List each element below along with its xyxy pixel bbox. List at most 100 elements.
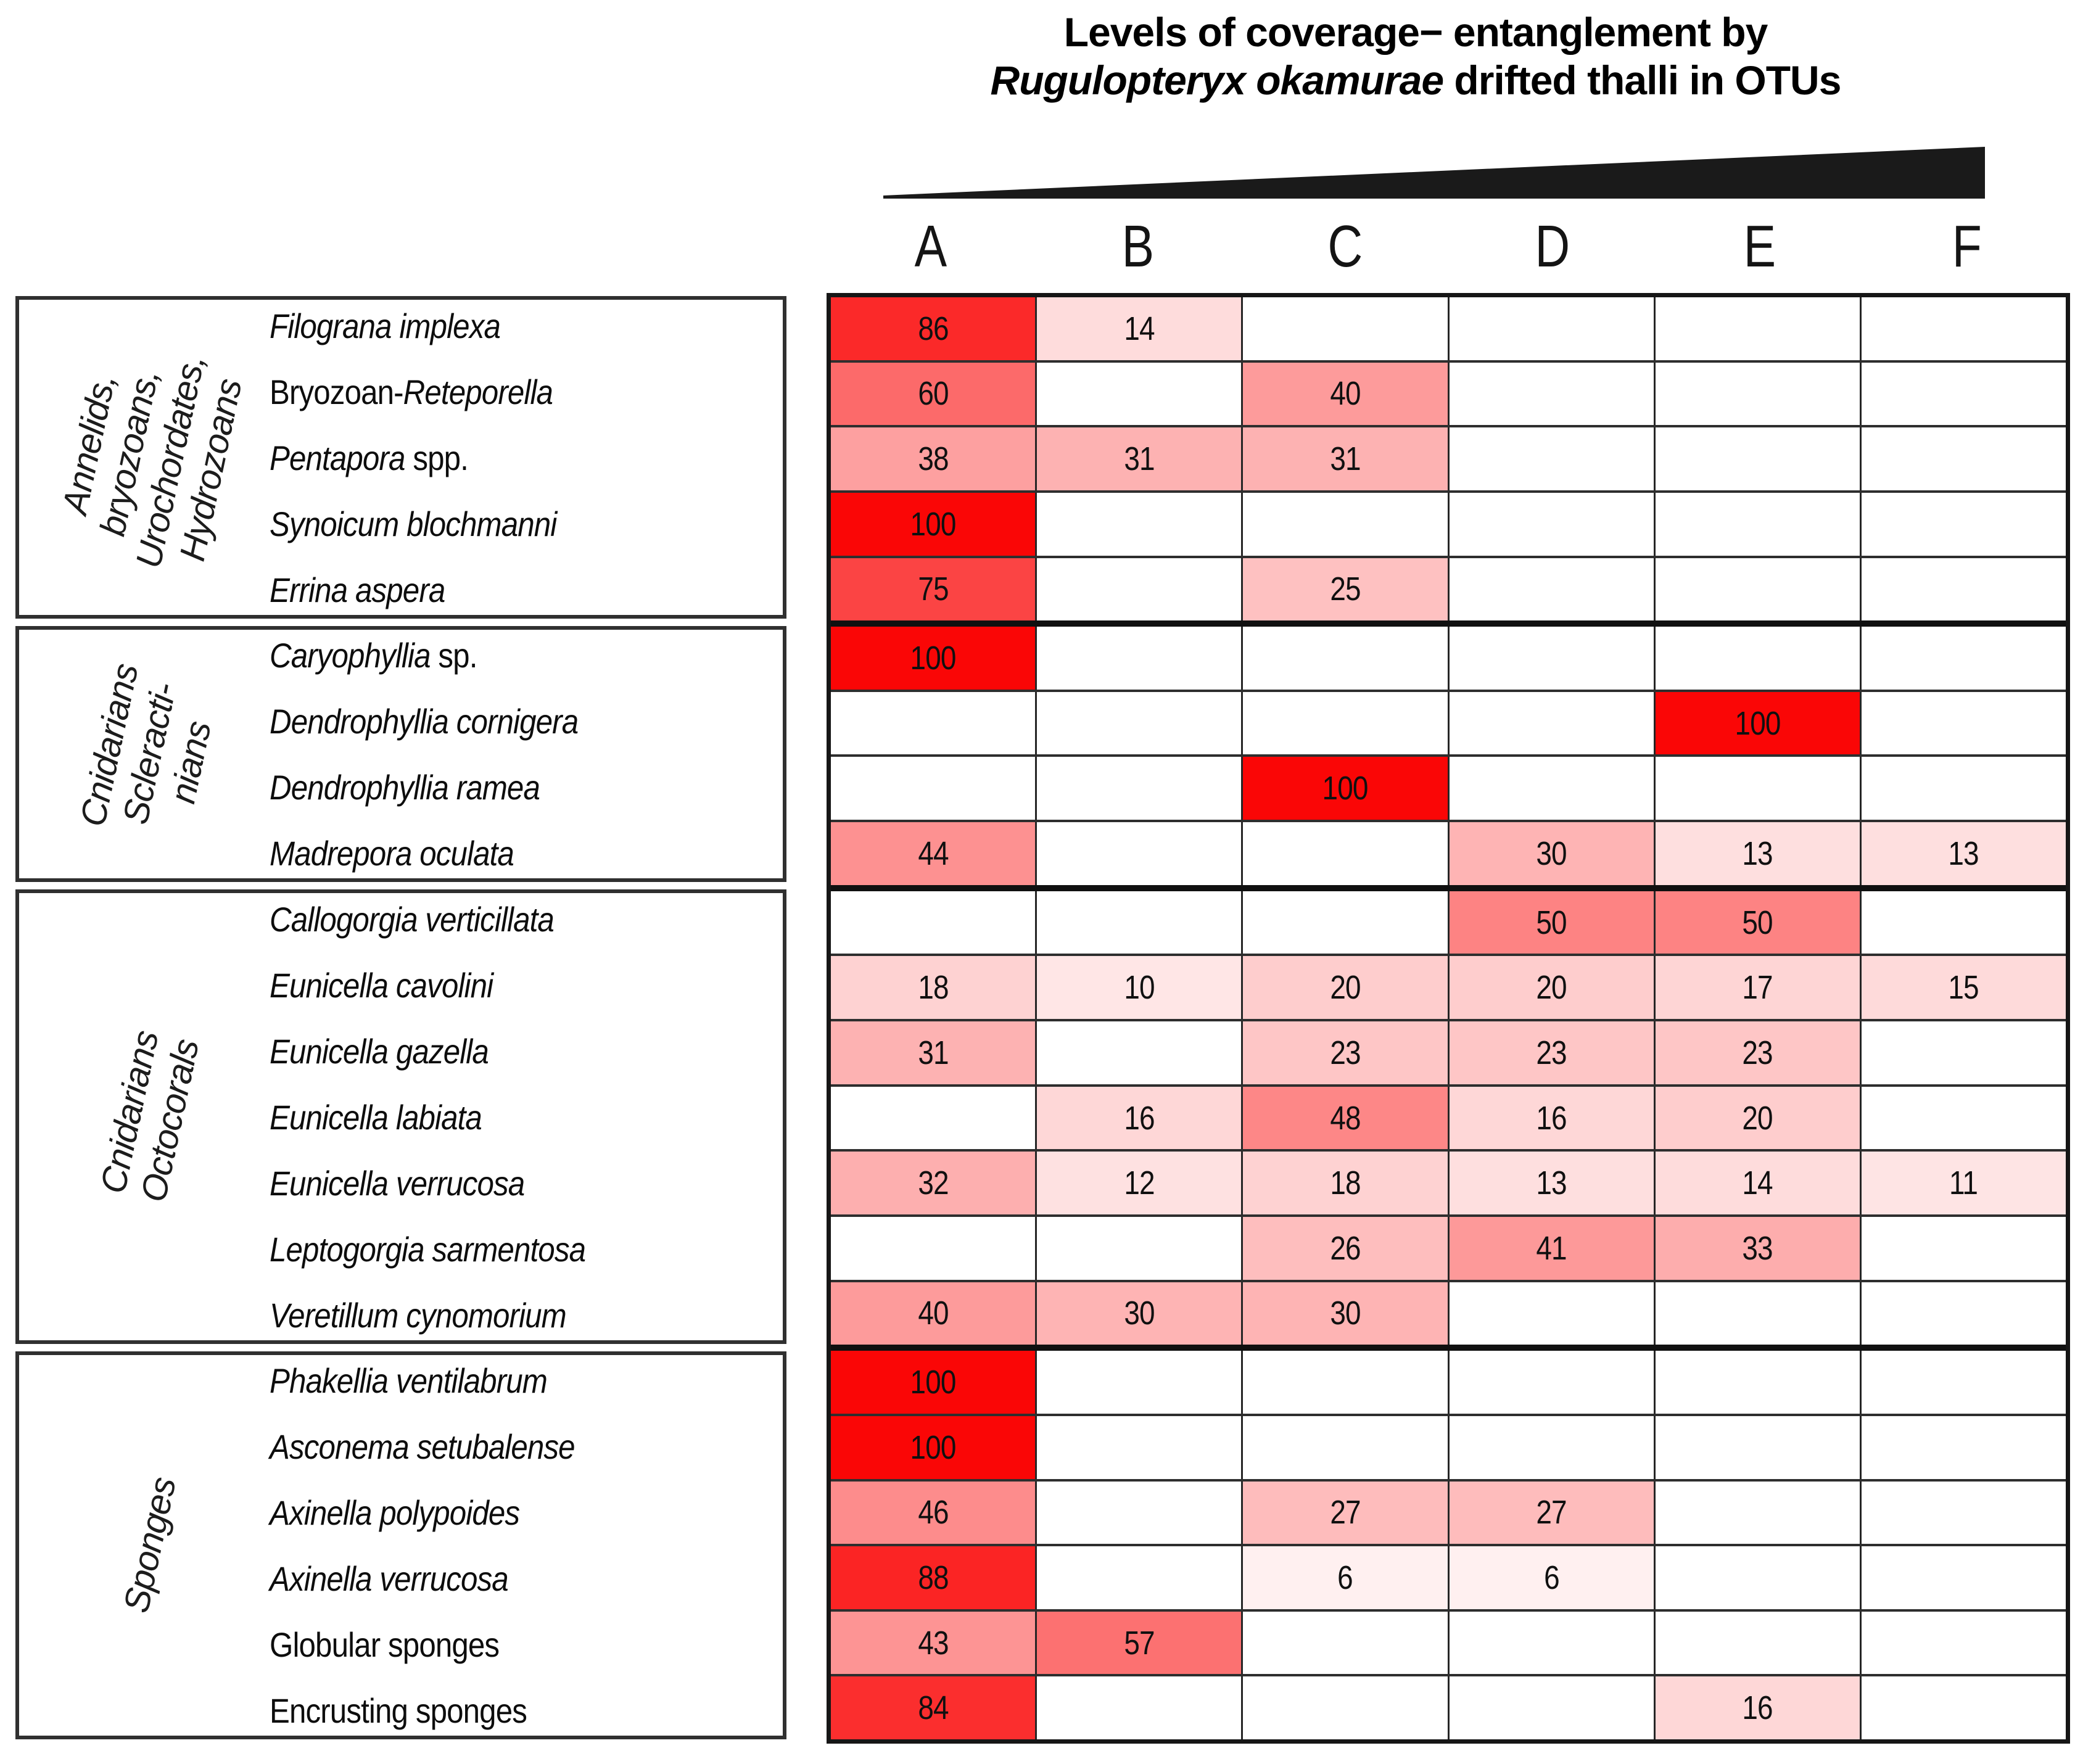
- row-label: Dendrophyllia ramea: [270, 754, 782, 820]
- heatmap-row: 32 12 18 13 14 11: [831, 1152, 2066, 1217]
- heatmap-cell-A: 43: [831, 1611, 1038, 1675]
- column-header-row: A B C D E F: [827, 212, 2070, 281]
- heatmap-cell-C: [1243, 1351, 1450, 1414]
- heatmap-cell-A: [831, 891, 1038, 954]
- heatmap-cell-D: [1450, 691, 1656, 755]
- column-header-C: C: [1327, 213, 1363, 279]
- row-label-segment: sp.: [430, 636, 477, 675]
- cell-value: 31: [1330, 440, 1361, 478]
- heatmap-cell-E: [1656, 1416, 1862, 1479]
- row-label: Globular sponges: [270, 1612, 782, 1678]
- row-label: Eunicella labiata: [270, 1084, 782, 1150]
- cell-value: 14: [1124, 310, 1155, 347]
- row-label: Bryozoan-Reteporella: [270, 359, 782, 425]
- cell-value: 57: [1124, 1624, 1155, 1662]
- heatmap-row: 31 23 23 23: [831, 1021, 2066, 1087]
- heatmap-cell-E: [1656, 558, 1862, 621]
- heatmap-cell-A: 32: [831, 1152, 1038, 1214]
- row-label: Phakellia ventilabrum: [270, 1348, 782, 1414]
- gradient-triangle-icon: [883, 147, 1985, 199]
- heatmap-cell-A: 100: [831, 627, 1038, 690]
- heatmap-cell-D: [1450, 427, 1656, 490]
- heatmap-cell-D: 23: [1449, 1021, 1656, 1084]
- heatmap-cell-B: [1037, 1546, 1244, 1609]
- heatmap-cell-A: 44: [831, 822, 1038, 885]
- cell-value: 40: [917, 1295, 949, 1332]
- row-label-text: Eunicella labiata: [270, 1097, 482, 1137]
- heatmap-cell-D: [1450, 1611, 1656, 1675]
- row-label-text: Encrusting sponges: [270, 1691, 527, 1731]
- heatmap-cell-F: [1862, 363, 2066, 426]
- row-label: Veretillum cynomorium: [270, 1282, 782, 1348]
- heatmap-cell-E: [1656, 1282, 1862, 1345]
- cell-value: 40: [1330, 375, 1361, 413]
- heatmap-row: 100: [831, 757, 2066, 823]
- group-label: Cnidarians Scleracti-nians: [72, 661, 228, 847]
- heatmap-cell-C: 20: [1243, 956, 1450, 1020]
- row-label: Encrusting sponges: [270, 1678, 782, 1744]
- heatmap-cell-C: [1243, 492, 1450, 556]
- heatmap-cell-C: 27: [1243, 1481, 1450, 1544]
- heatmap-cell-D: 20: [1449, 956, 1656, 1020]
- heatmap-cell-F: 15: [1861, 956, 2066, 1020]
- heatmap-cell-E: [1656, 1546, 1862, 1609]
- row-label-text: Dendrophyllia ramea: [270, 767, 540, 807]
- cell-value: 11: [1949, 1164, 1978, 1202]
- cell-value: 30: [1124, 1295, 1155, 1332]
- heatmap-cell-E: 33: [1655, 1216, 1862, 1280]
- row-label-text: Dendrophyllia cornigera: [270, 701, 579, 741]
- cell-value: 88: [917, 1559, 949, 1596]
- cell-value: 75: [917, 571, 949, 608]
- column-header-D: D: [1535, 213, 1570, 279]
- cell-value: 27: [1536, 1494, 1567, 1531]
- row-label: Errina aspera: [270, 557, 782, 623]
- cell-value: 6: [1337, 1559, 1354, 1596]
- heatmap-cell-F: [1862, 493, 2066, 556]
- heatmap-cell-C: 31: [1243, 427, 1450, 490]
- heatmap-cell-E: 17: [1655, 956, 1862, 1020]
- heatmap-cell-A: 100: [831, 1351, 1038, 1414]
- cell-value: 10: [1124, 969, 1155, 1007]
- cell-value: 46: [917, 1494, 949, 1531]
- cell-value: 43: [917, 1624, 949, 1662]
- heatmap-cell-E: [1656, 757, 1862, 820]
- row-label-text: Axinella verrucosa: [270, 1559, 509, 1599]
- cell-value: 100: [1322, 770, 1369, 807]
- row-label-text: Errina aspera: [270, 570, 445, 610]
- cell-value: 100: [1735, 704, 1781, 742]
- cell-value: 100: [910, 1428, 957, 1466]
- heatmap-cell-B: [1037, 362, 1244, 426]
- group-box-3: Sponges: [15, 1351, 786, 1739]
- heatmap-row: 75 25: [831, 558, 2066, 627]
- heatmap-cell-C: 100: [1243, 757, 1450, 820]
- heatmap-row: 26 41 33: [831, 1216, 2066, 1282]
- cell-value: 41: [1536, 1229, 1567, 1267]
- cell-value: 23: [1536, 1034, 1567, 1071]
- heatmap-cell-D: 41: [1449, 1216, 1656, 1280]
- heatmap-cell-C: [1243, 627, 1450, 690]
- row-label: Callogorgia verticillata: [270, 886, 782, 952]
- row-label-segment: Eunicella verrucosa: [270, 1163, 525, 1203]
- heatmap-cell-C: 48: [1243, 1086, 1450, 1150]
- cell-value: 20: [1742, 1099, 1773, 1137]
- heatmap-cell-B: [1037, 691, 1244, 755]
- row-label-text: Caryophyllia sp.: [270, 635, 477, 675]
- cell-value: 18: [1330, 1164, 1361, 1202]
- heatmap-cell-B: 57: [1037, 1611, 1244, 1675]
- heatmap-cell-E: 100: [1655, 691, 1862, 755]
- heatmap-row: 18 10 20 20 17 15: [831, 956, 2066, 1022]
- row-label-segment: Eunicella cavolini: [270, 966, 493, 1005]
- chart-title-line2: Rugulopteryx okamurae drifted thalli in …: [796, 57, 2036, 105]
- heatmap-cell-B: [1037, 757, 1244, 820]
- cell-value: 100: [910, 640, 957, 677]
- heatmap-cell-F: [1862, 1546, 2066, 1609]
- heatmap-cell-A: 18: [831, 956, 1038, 1020]
- row-label: Caryophyllia sp.: [270, 623, 782, 689]
- heatmap-row: 100: [831, 1351, 2066, 1416]
- cell-value: 25: [1330, 571, 1361, 608]
- heatmap-cell-D: 27: [1449, 1481, 1656, 1544]
- heatmap-cell-A: 40: [831, 1282, 1038, 1345]
- heatmap-cell-E: 13: [1655, 822, 1862, 885]
- heatmap-cell-F: [1862, 1482, 2066, 1544]
- heatmap-cell-D: [1450, 1351, 1656, 1414]
